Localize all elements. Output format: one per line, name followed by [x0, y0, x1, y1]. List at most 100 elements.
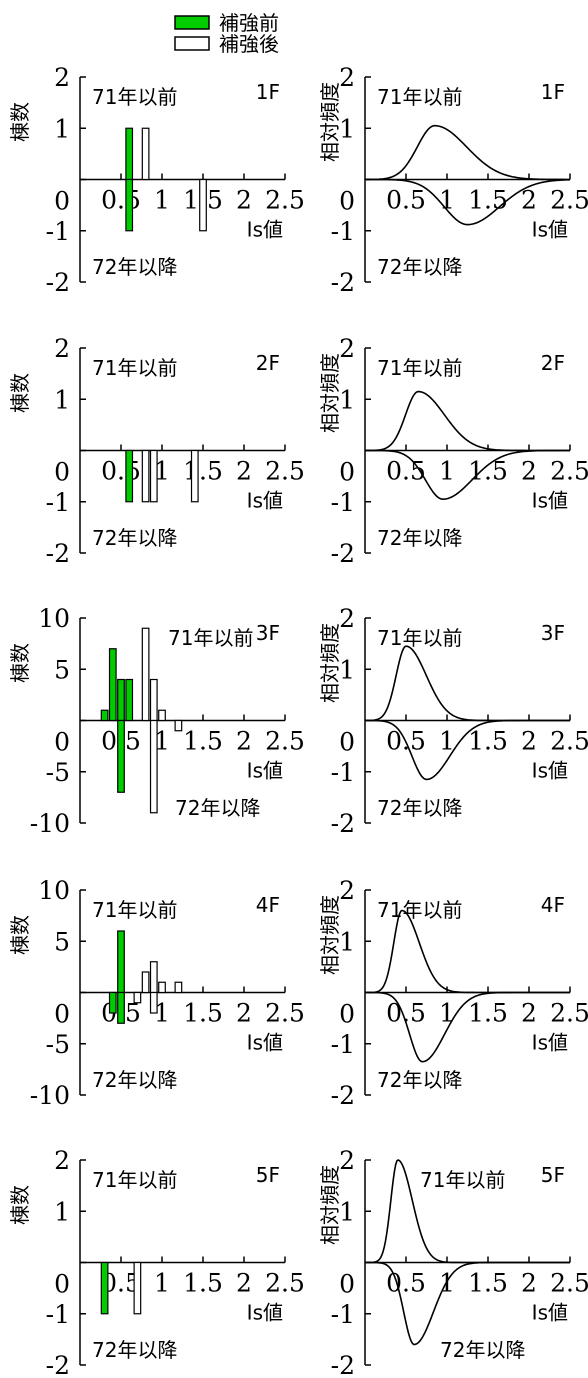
x-axis-label: Is値 [247, 1301, 283, 1325]
x-tick-label: 2 [521, 186, 537, 215]
y-tick-label: 2 [339, 604, 355, 633]
x-axis-label: Is値 [247, 1031, 283, 1055]
y-tick-label: 2 [339, 1146, 355, 1175]
y-axis-label: 棟数 [8, 102, 32, 142]
y-axis-label: 相対頻度 [318, 1165, 342, 1245]
y-tick-label: -5 [46, 1030, 70, 1059]
x-tick-label: 1.5 [183, 1269, 223, 1298]
y-tick-label: -10 [30, 1081, 70, 1110]
label-top: 71年以前 [420, 1168, 505, 1192]
label-bottom: 72年以降 [440, 1338, 525, 1362]
bar-lower [100, 1261, 109, 1315]
bar-lower [149, 991, 158, 1014]
bar-lower [149, 449, 158, 503]
y-tick-label: -2 [46, 268, 70, 297]
x-tick-label: 2 [521, 727, 537, 756]
x-tick-label: 2.5 [550, 457, 588, 486]
curve-upper [364, 645, 570, 722]
x-tick-label: 1.5 [468, 186, 508, 215]
x-axis-label: Is値 [532, 1031, 568, 1055]
label-bottom: 72年以降 [92, 1068, 177, 1092]
bar-lower [117, 719, 125, 793]
y-tick-label: 0 [54, 728, 70, 757]
panel-2F-histogram: 2 1 0-1 -2 0.5 1 1.5 2 2.5 71年以前 2F 72年以降 Is値 棟数 [8, 334, 305, 568]
x-tick-label: 1 [439, 999, 455, 1028]
label-bottom: 72年以降 [377, 526, 462, 550]
x-tick-label: 2 [521, 1269, 537, 1298]
x-axis-label: Is値 [532, 218, 568, 242]
y-tick-label: 10 [38, 876, 70, 905]
y-tick-label: 1 [54, 385, 70, 414]
floor-label: 4F [541, 893, 565, 917]
curve-lower [365, 991, 570, 1063]
y-tick-label: 5 [54, 655, 70, 684]
bar-lower [190, 449, 199, 503]
label-bottom: 72年以降 [92, 1338, 177, 1362]
y-tick-label: -1 [331, 1030, 355, 1059]
bar-upper [117, 930, 125, 994]
label-top: 71年以前 [377, 85, 462, 109]
floor-label: 2F [541, 351, 565, 375]
floor-label: 4F [256, 893, 280, 917]
x-tick-label: 1 [154, 1269, 170, 1298]
bar-upper [141, 627, 150, 722]
x-tick-label: 2 [521, 457, 537, 486]
y-tick-label: 0 [54, 458, 70, 487]
label-bottom: 72年以降 [175, 796, 260, 820]
y-tick-label: 1 [339, 114, 355, 143]
y-tick-label: -1 [46, 217, 70, 246]
x-tick-label: 2 [236, 1269, 252, 1298]
floor-label: 5F [256, 1163, 280, 1187]
bar-lower [133, 1261, 142, 1315]
floor-label: 2F [256, 351, 280, 375]
x-tick-label: 1.5 [183, 999, 223, 1028]
y-tick-label: 1 [54, 1197, 70, 1226]
y-tick-label: -2 [331, 539, 355, 568]
x-tick-label: 0.5 [101, 457, 141, 486]
y-tick-label: -1 [331, 217, 355, 246]
y-tick-label: -2 [46, 539, 70, 568]
x-tick-label: 1.5 [468, 1269, 508, 1298]
y-tick-label: 2 [54, 1146, 70, 1175]
bar-lower [108, 991, 117, 1014]
y-tick-label: -2 [331, 1081, 355, 1110]
y-tick-label: 0 [339, 187, 355, 216]
curve-lower [365, 449, 570, 500]
y-axis-label: 棟数 [8, 373, 32, 413]
x-tick-label: 2 [236, 999, 252, 1028]
x-tick-label: 2.5 [550, 999, 588, 1028]
x-axis-label: Is値 [247, 218, 283, 242]
bar-upper [158, 709, 166, 722]
bar-upper [100, 709, 109, 722]
label-bottom: 72年以降 [377, 255, 462, 279]
x-tick-label: 1.5 [468, 727, 508, 756]
x-tick-label: 0.5 [386, 186, 426, 215]
y-tick-label: 1 [339, 1197, 355, 1226]
curve-lower [365, 178, 571, 226]
legend-label-after: 補強後 [219, 32, 279, 56]
x-tick-label: 1 [154, 457, 170, 486]
y-tick-label: 2 [54, 334, 70, 363]
x-tick-label: 2 [521, 999, 537, 1028]
curve-upper [365, 390, 570, 452]
x-tick-label: 2 [236, 727, 252, 756]
x-tick-label: 2.5 [550, 186, 588, 215]
floor-label: 3F [541, 621, 565, 645]
panel-1F-frequency: 2 1 0-1 -2 0.5 1 1.5 2 2.5 71年以前 1F 72年以降 Is値 相対頻度 [318, 63, 588, 297]
curve-upper [365, 124, 570, 181]
y-tick-label: -1 [331, 758, 355, 787]
bar-upper [125, 678, 134, 722]
x-axis-label: Is値 [532, 1301, 568, 1325]
y-axis-label: 相対頻度 [318, 623, 342, 703]
x-tick-label: 2 [236, 186, 252, 215]
bar-lower [133, 991, 142, 1004]
y-tick-label: 2 [339, 876, 355, 905]
y-tick-label: 0 [54, 1270, 70, 1299]
curve-lower [365, 719, 570, 781]
x-tick-label: 1 [154, 999, 170, 1028]
floor-label: 1F [256, 80, 280, 104]
